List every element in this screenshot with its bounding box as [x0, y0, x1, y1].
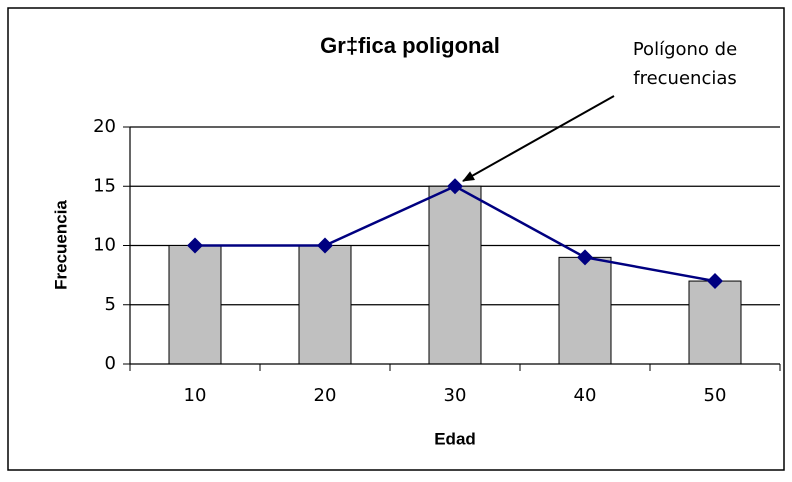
line-marker	[447, 178, 463, 195]
line-marker	[577, 249, 593, 266]
bar	[428, 185, 482, 365]
bar	[168, 245, 222, 365]
y-tick-label: 20	[93, 116, 116, 137]
bar	[688, 280, 742, 365]
y-tick-label: 5	[105, 294, 116, 315]
line-marker	[187, 237, 203, 254]
y-tick-label: 15	[93, 175, 116, 196]
x-axis-label: Edad	[434, 429, 476, 448]
y-tick-label: 10	[93, 235, 116, 256]
annotation-arrow	[462, 95, 615, 182]
x-tick-label: 20	[314, 385, 337, 406]
chart-border	[7, 7, 785, 471]
x-tick-label: 50	[704, 385, 727, 406]
y-axis-label: Frecuencia	[51, 200, 70, 290]
bar	[298, 245, 352, 365]
annotation: Polígono de	[633, 39, 737, 60]
line-marker	[317, 237, 333, 254]
y-tick-label: 0	[105, 353, 116, 374]
x-tick-label: 40	[574, 385, 597, 406]
annotation: frecuencias	[633, 68, 737, 89]
x-tick-label: 30	[444, 385, 467, 406]
line-marker	[707, 273, 723, 290]
bar	[558, 256, 612, 365]
chart-title: Gr‡fica poligonal	[320, 33, 500, 58]
x-tick-label: 10	[184, 385, 207, 406]
